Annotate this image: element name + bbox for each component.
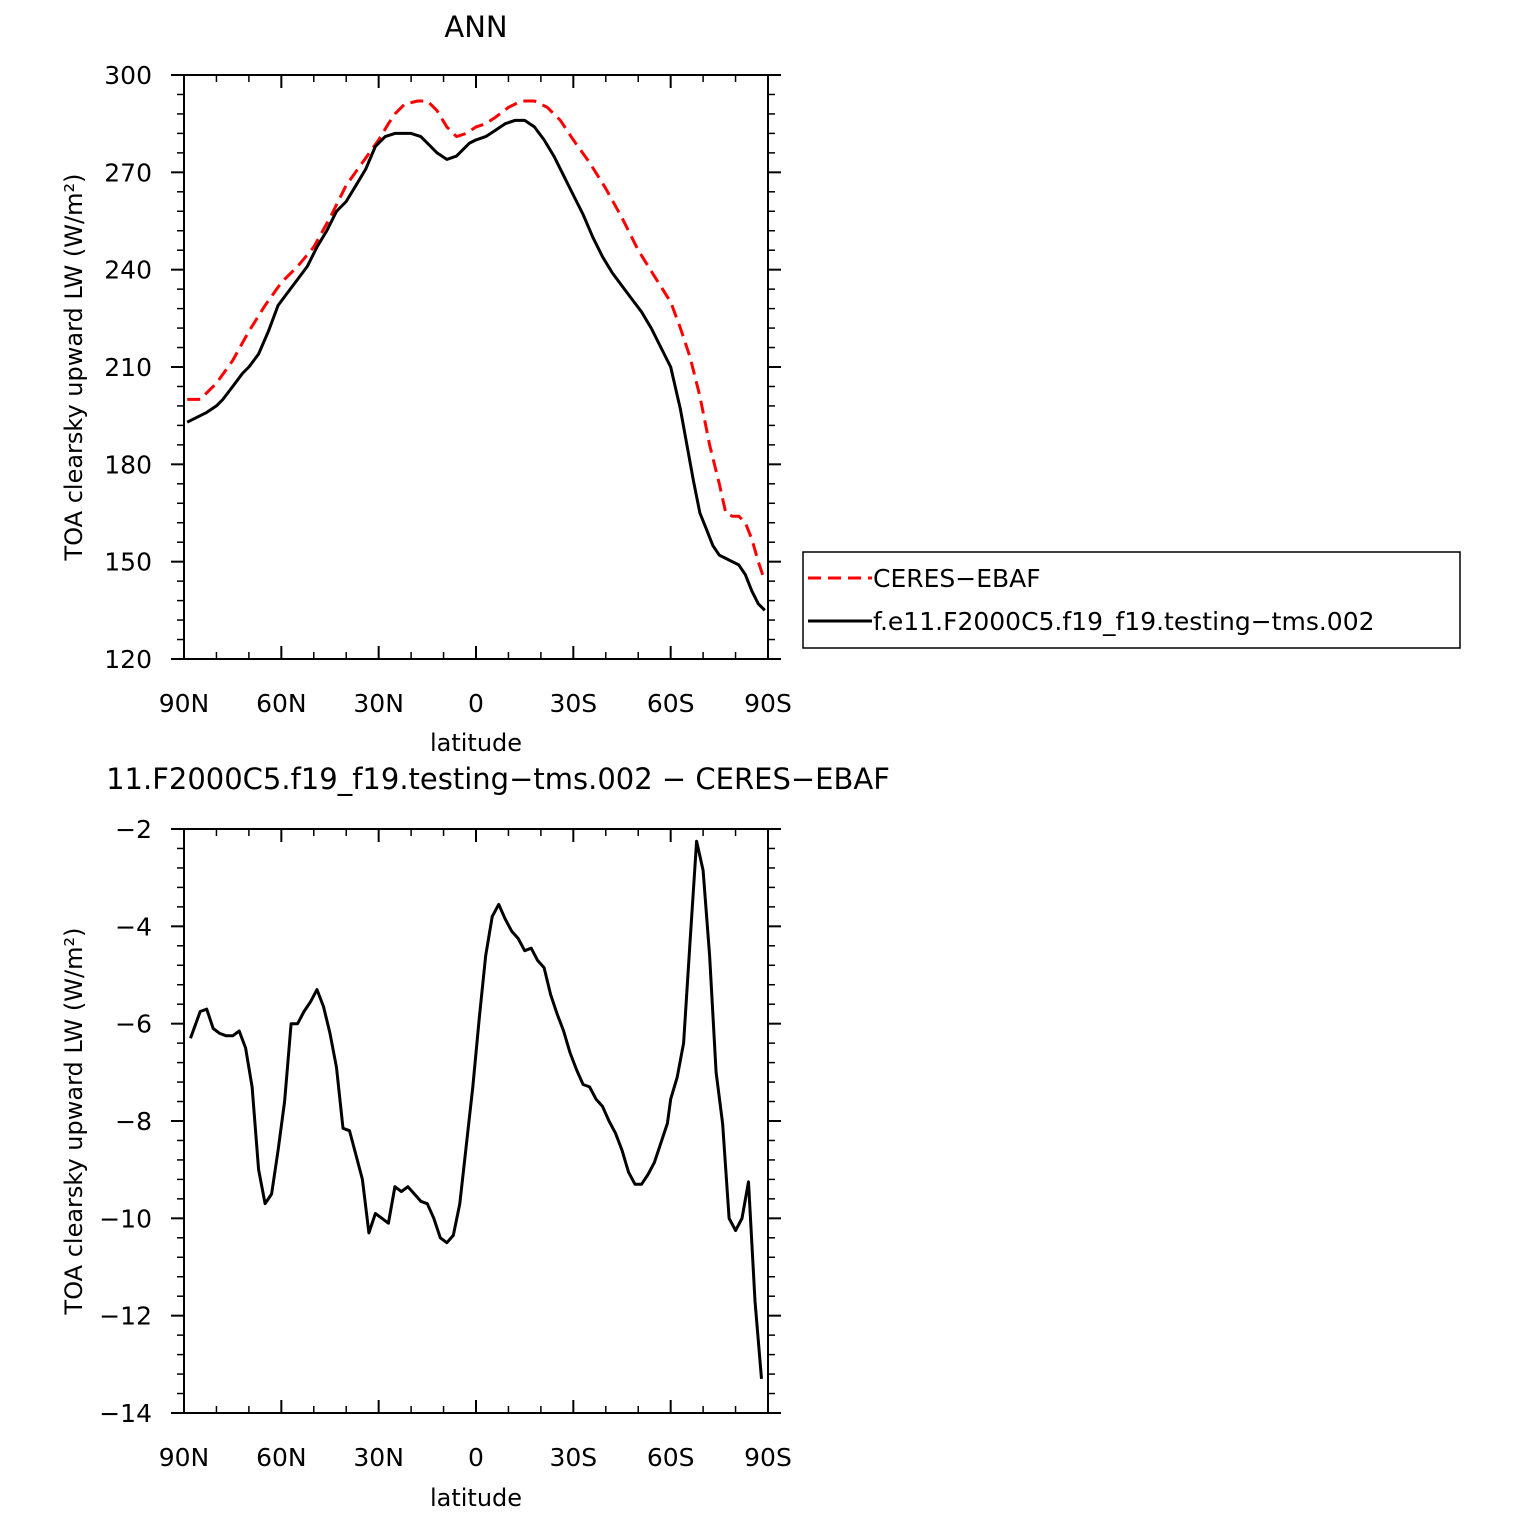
y-tick-label: −8 [115, 1107, 152, 1136]
x-tick-label: 90S [744, 1443, 792, 1472]
bottom-chart-title: 11.F2000C5.f19_f19.testing−tms.002 − CER… [106, 762, 890, 796]
x-tick-label: 30S [549, 689, 597, 718]
series-line-difference [189, 839, 763, 1380]
series-line-ceres-ebaf [187, 99, 767, 582]
y-tick-label: −14 [99, 1399, 152, 1428]
y-tick-label: 270 [104, 158, 152, 187]
top-chart-title: ANN [444, 10, 507, 44]
x-tick-label: 0 [468, 1443, 484, 1472]
y-tick-label: 180 [104, 450, 152, 479]
y-tick-label: 210 [104, 353, 152, 382]
top-y-axis-label: TOA clearsky upward LW (W/m²) [60, 174, 88, 562]
x-tick-label: 60S [647, 689, 695, 718]
y-tick-label: −12 [99, 1302, 152, 1331]
bottom-x-axis-label: latitude [430, 1484, 522, 1512]
bottom-plot-area [189, 839, 763, 1380]
y-tick-label: 300 [104, 61, 152, 90]
y-tick-label: 150 [104, 548, 152, 577]
top-plot-frame [183, 74, 769, 660]
x-tick-label: 90N [159, 689, 210, 718]
series-line-model [186, 118, 766, 612]
x-tick-label: 30N [353, 1443, 404, 1472]
bottom-plot-frame [183, 828, 769, 1414]
y-tick-label: −10 [99, 1204, 152, 1233]
legend-label-model: f.e11.F2000C5.f19_f19.testing−tms.002 [873, 607, 1375, 636]
y-tick-label: −4 [115, 912, 152, 941]
x-tick-label: 60N [256, 689, 307, 718]
x-tick-label: 30N [353, 689, 404, 718]
y-tick-label: −2 [115, 815, 152, 844]
x-tick-label: 0 [468, 689, 484, 718]
x-tick-label: 90S [744, 689, 792, 718]
bottom-panel: 11.F2000C5.f19_f19.testing−tms.002 − CER… [60, 762, 890, 1512]
y-tick-label: −6 [115, 1010, 152, 1039]
bottom-axes: 90N 60N 30N 0 30S 60S 90S −2 −4 −6 −8 −10 −12 −14 [99, 815, 792, 1472]
x-tick-label: 60S [647, 1443, 695, 1472]
x-tick-label: 30S [549, 1443, 597, 1472]
bottom-y-axis-label: TOA clearsky upward LW (W/m²) [60, 928, 88, 1316]
x-tick-label: 90N [159, 1443, 210, 1472]
legend: CERES−EBAF f.e11.F2000C5.f19_f19.testing… [802, 551, 1461, 649]
top-plot-area [186, 99, 767, 612]
legend-box [802, 551, 1461, 649]
y-tick-label: 120 [104, 645, 152, 674]
y-tick-label: 240 [104, 256, 152, 285]
x-tick-label: 60N [256, 1443, 307, 1472]
legend-label-ceres: CERES−EBAF [873, 564, 1041, 593]
top-axes: 90N 60N 30N 0 30S 60S 90S 300 270 240 210 180 150 120 [104, 61, 792, 718]
top-x-axis-label: latitude [430, 729, 522, 757]
top-panel: ANN TOA clearsky upward LW (W/m²) latitu… [60, 10, 792, 757]
